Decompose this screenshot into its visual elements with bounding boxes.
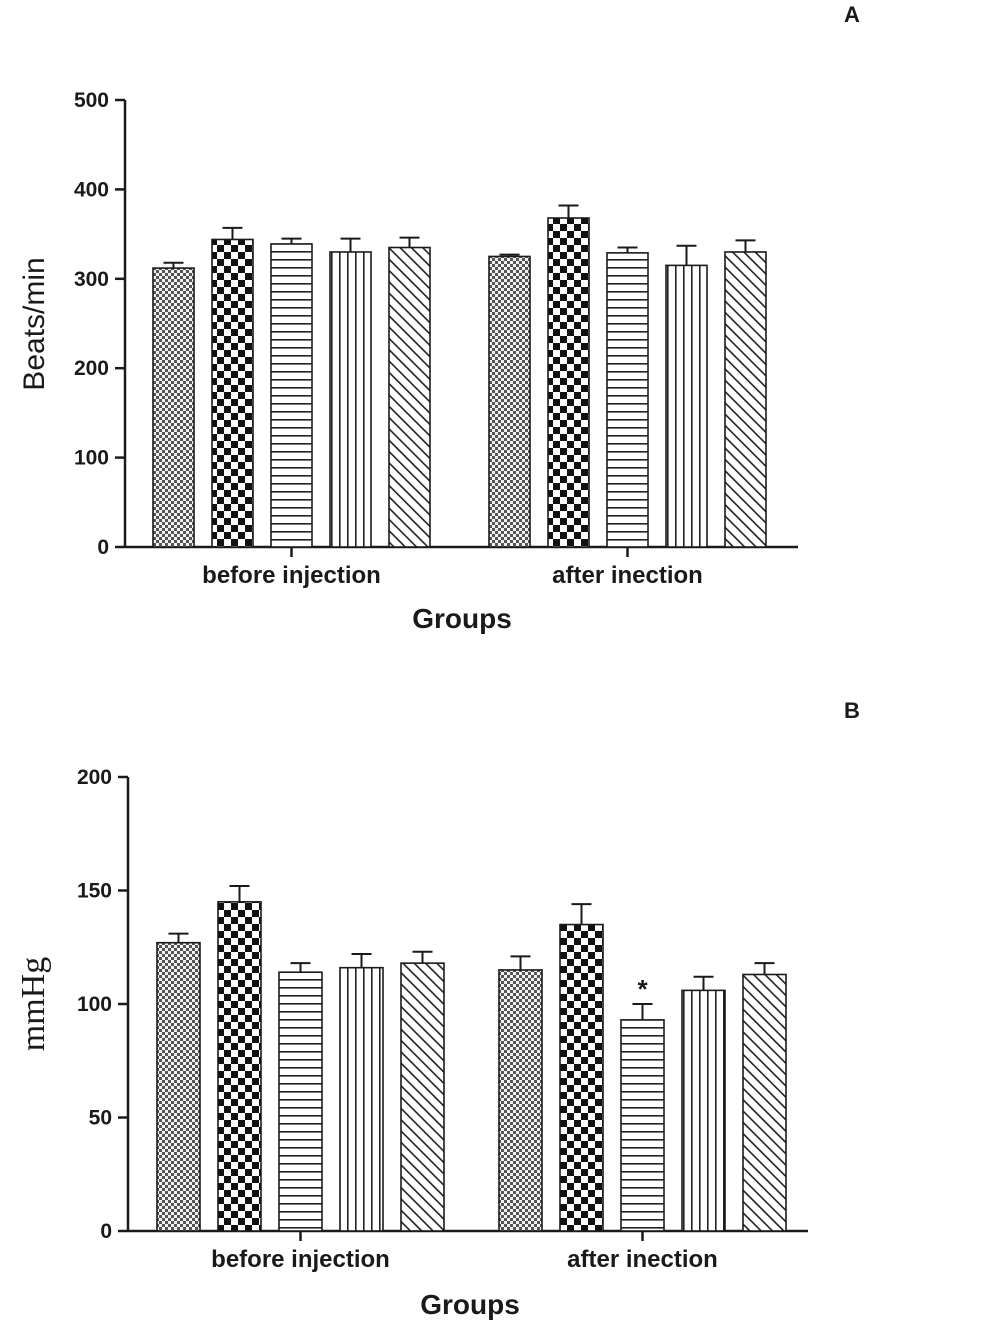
- panel-a-bar-ole48: [724, 251, 767, 548]
- panel-b-y-tick-label: 150: [77, 880, 112, 903]
- panel-a-bar-ole3: [606, 252, 649, 548]
- panel-a-y-tick-label: 200: [74, 357, 109, 380]
- panel-a-category-label: before injection: [202, 562, 381, 589]
- panel-a-letter: A: [844, 2, 860, 27]
- panel-a-category-label: after inection: [552, 562, 703, 589]
- panel-a-x-axis-label: Groups: [412, 603, 512, 634]
- panel-a-y-tick-label: 300: [74, 268, 109, 291]
- chart-panel-a: A Groups Beats/min 0 100 200 300 400 500 befor…: [18, 2, 860, 634]
- panel-b-bar-ole1: [217, 901, 262, 1232]
- panel-a-bar-ole3: [270, 243, 313, 548]
- chart-panel-b: B Groups mmHg 0 50 100 150 200 before injecti…: [15, 698, 860, 1320]
- panel-a-bar-con: [152, 267, 195, 548]
- panel-a-bar-ole24: [665, 264, 708, 548]
- panel-b-significance-marker: *: [637, 974, 648, 1004]
- panel-b-x-axis-label: Groups: [420, 1289, 520, 1320]
- panel-a-y-tick-label: 500: [74, 89, 109, 112]
- panel-b-bar-ole48: [742, 973, 787, 1232]
- panel-b-y-tick-label: 200: [77, 766, 112, 789]
- panel-b-category-label: after inection: [567, 1246, 718, 1273]
- panel-b-bar-ole3: [620, 1019, 665, 1232]
- panel-a-y-tick-label: 0: [97, 536, 109, 559]
- panel-a-plot-area: 0 100 200 300 400 500 before injection after in…: [74, 89, 798, 589]
- panel-a-bar-ole1: [211, 238, 254, 548]
- panel-b-bar-ole24: [681, 989, 726, 1232]
- panel-b-bar-ole1: [559, 923, 604, 1232]
- panel-b-bar-ole3: [278, 971, 323, 1232]
- panel-b-bar-con: [156, 941, 201, 1232]
- panel-b-bar-ole24: [339, 966, 384, 1232]
- panel-b-y-tick-label: 50: [89, 1107, 112, 1130]
- panel-a-y-tick-label: 100: [74, 447, 109, 470]
- panel-a-bar-ole24: [329, 251, 372, 548]
- panel-a-y-tick-label: 400: [74, 178, 109, 201]
- panel-a-y-axis-label: Beats/min: [18, 257, 51, 390]
- panel-a-bar-ole48: [388, 246, 431, 548]
- panel-a-bar-ole1: [547, 217, 590, 548]
- panel-b-letter: B: [844, 698, 860, 723]
- panel-b-bar-ole48: [400, 962, 445, 1232]
- panel-b-bar-con: [498, 969, 543, 1232]
- panel-b-plot-area: 0 50 100 150 200 before injection after inecti…: [77, 766, 808, 1273]
- panel-a-bar-con: [488, 255, 531, 548]
- panel-b-y-tick-label: 0: [100, 1220, 112, 1243]
- panel-b-y-tick-label: 100: [77, 993, 112, 1016]
- panel-b-category-label: before injection: [211, 1246, 390, 1273]
- panel-b-y-axis-label: mmHg: [15, 957, 52, 1051]
